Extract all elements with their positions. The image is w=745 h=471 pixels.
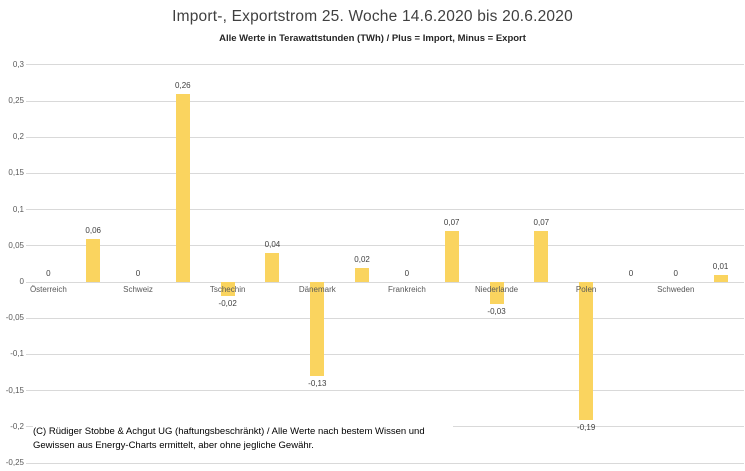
x-axis-category-label: Niederlande bbox=[474, 285, 519, 294]
gridline bbox=[26, 390, 744, 392]
y-axis-tick-label: 0,05 bbox=[8, 240, 24, 250]
gridline bbox=[26, 64, 744, 66]
zero-axis-line bbox=[26, 281, 744, 283]
gridline bbox=[26, 462, 744, 464]
x-axis-category-label: Österreich bbox=[29, 285, 67, 294]
bar-value-label: 0,26 bbox=[175, 80, 191, 90]
y-axis-tick-label: 0,2 bbox=[12, 132, 24, 142]
data-bar bbox=[579, 282, 594, 420]
bar-value-label: 0,07 bbox=[443, 218, 460, 228]
x-axis-category-label: Polen bbox=[575, 285, 597, 294]
y-axis-tick-label: 0 bbox=[19, 277, 24, 286]
bar-value-label: -0,19 bbox=[577, 422, 596, 432]
bar-value-label: -0,03 bbox=[487, 306, 506, 316]
bar-value-label: 0 bbox=[404, 269, 410, 278]
copyright-line-2: Gewissen aus Energy-Charts ermittelt, ab… bbox=[33, 439, 314, 451]
y-axis-tick-label: -0,2 bbox=[10, 421, 24, 431]
bar-value-label: 0,04 bbox=[264, 240, 281, 250]
x-axis-category-label: Frankreich bbox=[388, 285, 426, 294]
x-axis-category-label: Schweden bbox=[657, 285, 695, 294]
bar-value-label: -0,02 bbox=[218, 299, 237, 309]
data-bar bbox=[489, 282, 504, 304]
gridline bbox=[26, 209, 744, 211]
gridline bbox=[26, 245, 744, 247]
bar-value-label: 0 bbox=[673, 269, 678, 278]
bar-value-label: 0 bbox=[628, 269, 634, 278]
data-bar bbox=[220, 282, 235, 297]
y-axis-tick-label: -0,05 bbox=[5, 313, 24, 323]
data-bar bbox=[86, 238, 101, 282]
y-axis-tick-label: -0,15 bbox=[5, 385, 24, 395]
bar-value-label: 0,07 bbox=[533, 218, 550, 228]
y-axis-tick-label: 0,1 bbox=[12, 204, 24, 214]
data-bar bbox=[175, 93, 190, 282]
x-axis-category-label: Tschechin bbox=[209, 285, 246, 294]
y-axis-tick-label: -0,25 bbox=[5, 458, 24, 467]
gridline bbox=[26, 136, 744, 138]
bar-value-label: -0,13 bbox=[308, 379, 327, 389]
gridline bbox=[26, 100, 744, 102]
x-axis-category-label: Dänemark bbox=[298, 285, 336, 294]
data-bar bbox=[534, 231, 549, 282]
y-axis-tick-label: 0,25 bbox=[8, 96, 24, 105]
gridline bbox=[26, 317, 744, 319]
y-axis-tick-label: 0,15 bbox=[8, 168, 24, 178]
copyright-line-1: (C) Rüdiger Stobbe & Achgut UG (haftungs… bbox=[33, 426, 425, 437]
gridline bbox=[26, 353, 744, 355]
x-axis-category-label: Schweiz bbox=[123, 285, 153, 294]
gridline bbox=[26, 172, 744, 174]
chart-subtitle: Alle Werte in Terawattstunden (TWh) / Pl… bbox=[219, 33, 526, 44]
data-bar bbox=[713, 274, 728, 282]
bar-value-label: 0 bbox=[135, 269, 141, 278]
y-axis-tick-label: -0,1 bbox=[10, 349, 24, 359]
bar-value-label: 0,06 bbox=[85, 225, 101, 235]
bar-value-label: 0,02 bbox=[354, 254, 370, 264]
bar-value-label: 0 bbox=[46, 269, 51, 278]
data-bar bbox=[444, 231, 459, 282]
bar-value-label: 0,01 bbox=[712, 261, 729, 271]
data-bar bbox=[265, 253, 280, 282]
data-bar bbox=[310, 282, 325, 377]
data-bar bbox=[355, 267, 370, 282]
copyright-note: (C) Rüdiger Stobbe & Achgut UG (haftungs… bbox=[33, 425, 453, 452]
chart-title: Import-, Exportstrom 25. Woche 14.6.2020… bbox=[172, 8, 573, 25]
y-axis-tick-label: 0,3 bbox=[12, 59, 24, 69]
